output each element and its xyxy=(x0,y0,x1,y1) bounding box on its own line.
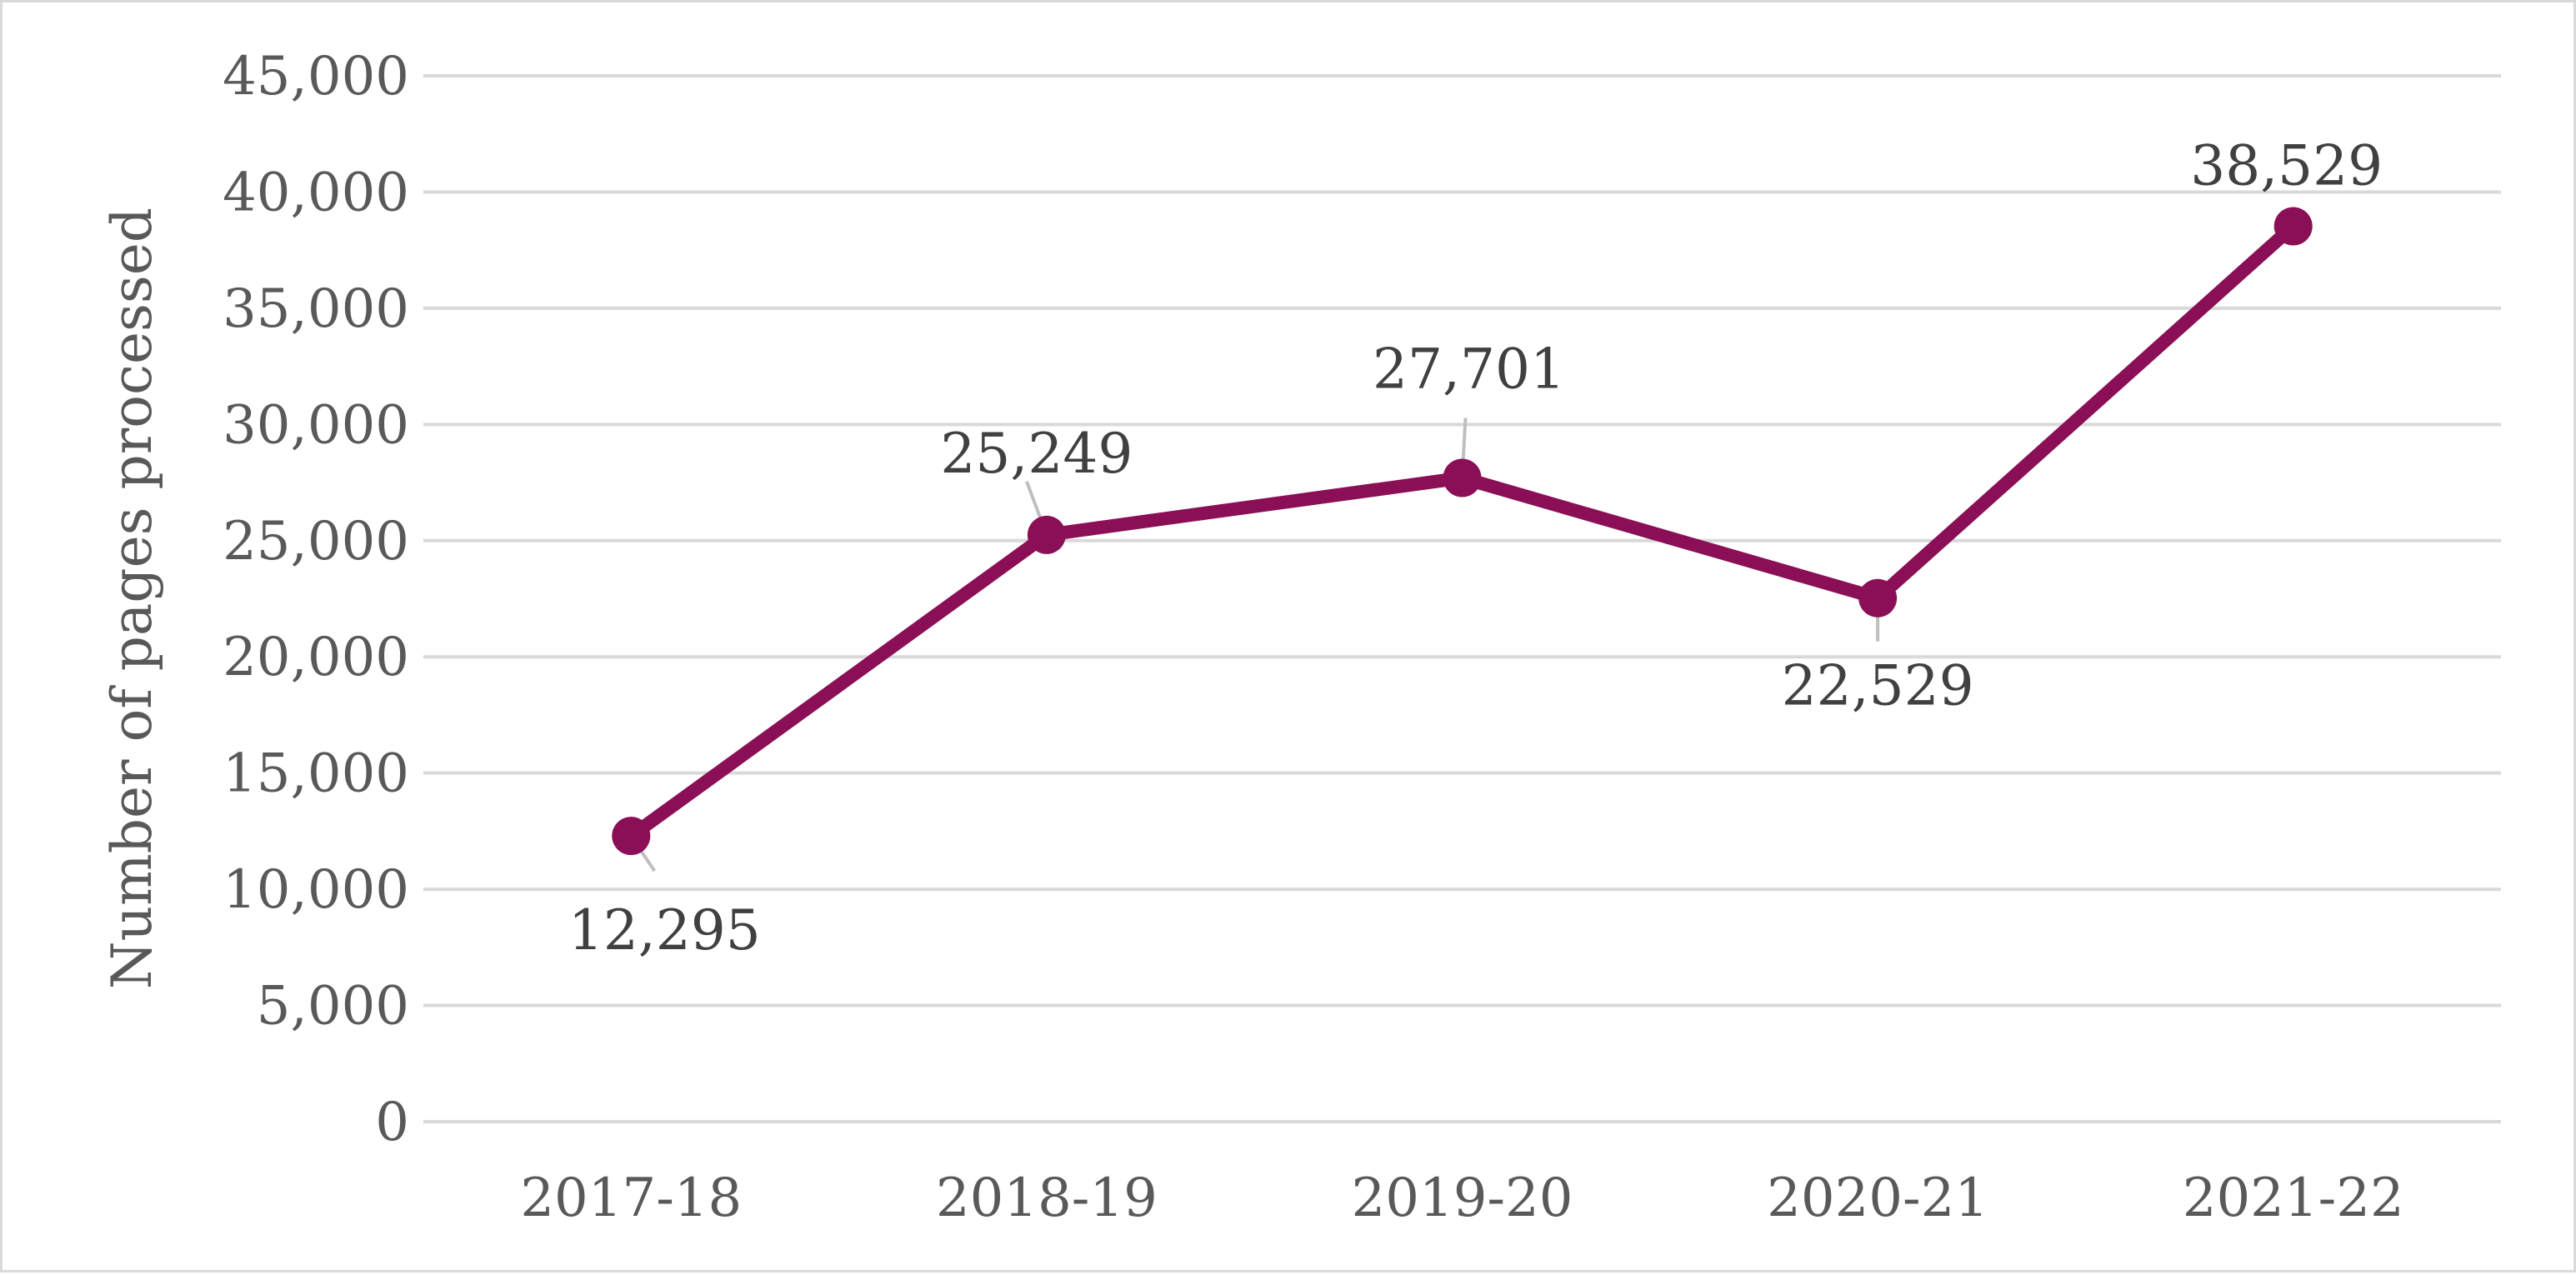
y-tick-label: 0 xyxy=(375,1092,409,1153)
line-chart: 0 5,000 10,000 15,000 20,000 25,000 30,000 35,0… xyxy=(100,46,2501,1229)
x-tick-label: 2019-20 xyxy=(1352,1168,1573,1229)
gridlines xyxy=(423,74,2501,1123)
y-tick-label: 30,000 xyxy=(223,394,409,456)
y-tick-label: 25,000 xyxy=(223,511,409,572)
y-tick-label: 40,000 xyxy=(223,162,409,223)
series-line xyxy=(624,219,2300,843)
y-axis-ticks: 0 5,000 10,000 15,000 20,000 25,000 30,000 35,0… xyxy=(223,46,409,1153)
data-label-2020-21: 22,529 xyxy=(1782,654,1974,718)
x-axis-ticks: 2017-18 2018-19 2019-20 2020-21 2021-22 xyxy=(520,1168,2403,1229)
x-tick-label: 2017-18 xyxy=(520,1168,742,1229)
y-tick-label: 5,000 xyxy=(257,976,409,1038)
data-point-2017-18 xyxy=(612,817,651,856)
y-axis-label: Number of pages processed xyxy=(100,208,164,989)
y-tick-label: 35,000 xyxy=(223,278,409,340)
y-tick-label: 45,000 xyxy=(223,46,409,108)
data-point-2021-22 xyxy=(2273,207,2313,246)
series-line-group xyxy=(612,207,2313,856)
data-point-2019-20 xyxy=(1443,458,1482,498)
data-label-2019-20: 27,701 xyxy=(1373,337,1565,401)
y-tick-label: 15,000 xyxy=(223,743,409,805)
data-label-2017-18: 12,295 xyxy=(568,898,761,962)
x-tick-label: 2021-22 xyxy=(2183,1168,2404,1229)
data-labels: 12,295 25,249 27,701 22,529 38,529 xyxy=(568,133,2383,962)
data-point-2020-21 xyxy=(1858,578,1898,618)
x-tick-label: 2020-21 xyxy=(1767,1168,1988,1229)
data-label-2018-19: 25,249 xyxy=(940,422,1133,486)
data-label-2021-22: 38,529 xyxy=(2190,133,2383,198)
y-tick-label: 10,000 xyxy=(223,859,409,921)
x-tick-label: 2018-19 xyxy=(936,1168,1158,1229)
data-point-2018-19 xyxy=(1027,515,1066,554)
y-tick-label: 20,000 xyxy=(223,627,409,688)
leader-lines xyxy=(629,418,1880,872)
